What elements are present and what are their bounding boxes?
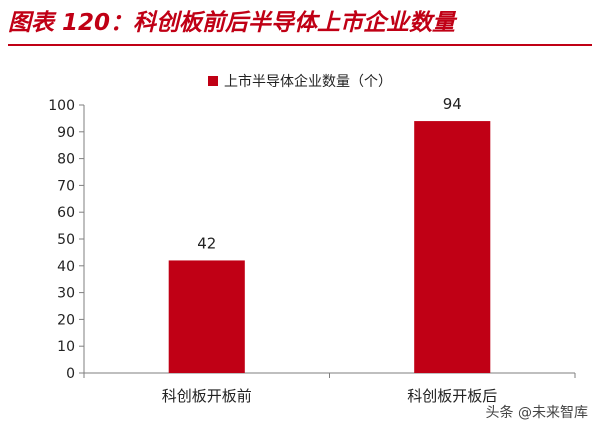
y-tick-label: 0 (66, 366, 75, 382)
figure-title: 图表 120：科创板前后半导体上市企业数量 (8, 10, 456, 36)
x-category-label: 科创板开板前 (162, 387, 252, 405)
legend-swatch (208, 76, 218, 86)
y-tick-label: 90 (57, 125, 75, 141)
y-tick-label: 80 (57, 152, 75, 168)
x-axis: 科创板开板前 科创板开板后 (83, 372, 576, 405)
title-divider (8, 44, 592, 46)
y-tick-label: 70 (57, 178, 75, 194)
data-label: 94 (443, 95, 462, 113)
y-tick-label: 100 (48, 98, 75, 114)
y-axis: 0 10 20 30 40 50 60 70 80 90 100 (48, 98, 85, 382)
bars: 42 94 (168, 95, 491, 373)
y-tick-label: 60 (57, 205, 75, 221)
legend: 上市半导体企业数量（个） (208, 73, 392, 90)
y-tick-label: 40 (57, 259, 75, 275)
y-tick-label: 10 (57, 339, 75, 355)
y-tick-label: 30 (57, 286, 75, 302)
bar (168, 260, 245, 373)
legend-label: 上市半导体企业数量（个） (224, 73, 392, 90)
bar (414, 121, 491, 373)
x-category-label: 科创板开板后 (407, 387, 497, 405)
y-tick-label: 20 (57, 312, 75, 328)
data-label: 42 (197, 234, 216, 252)
y-tick-label: 50 (57, 232, 75, 248)
watermark: 头条 @未来智库 (483, 402, 590, 422)
